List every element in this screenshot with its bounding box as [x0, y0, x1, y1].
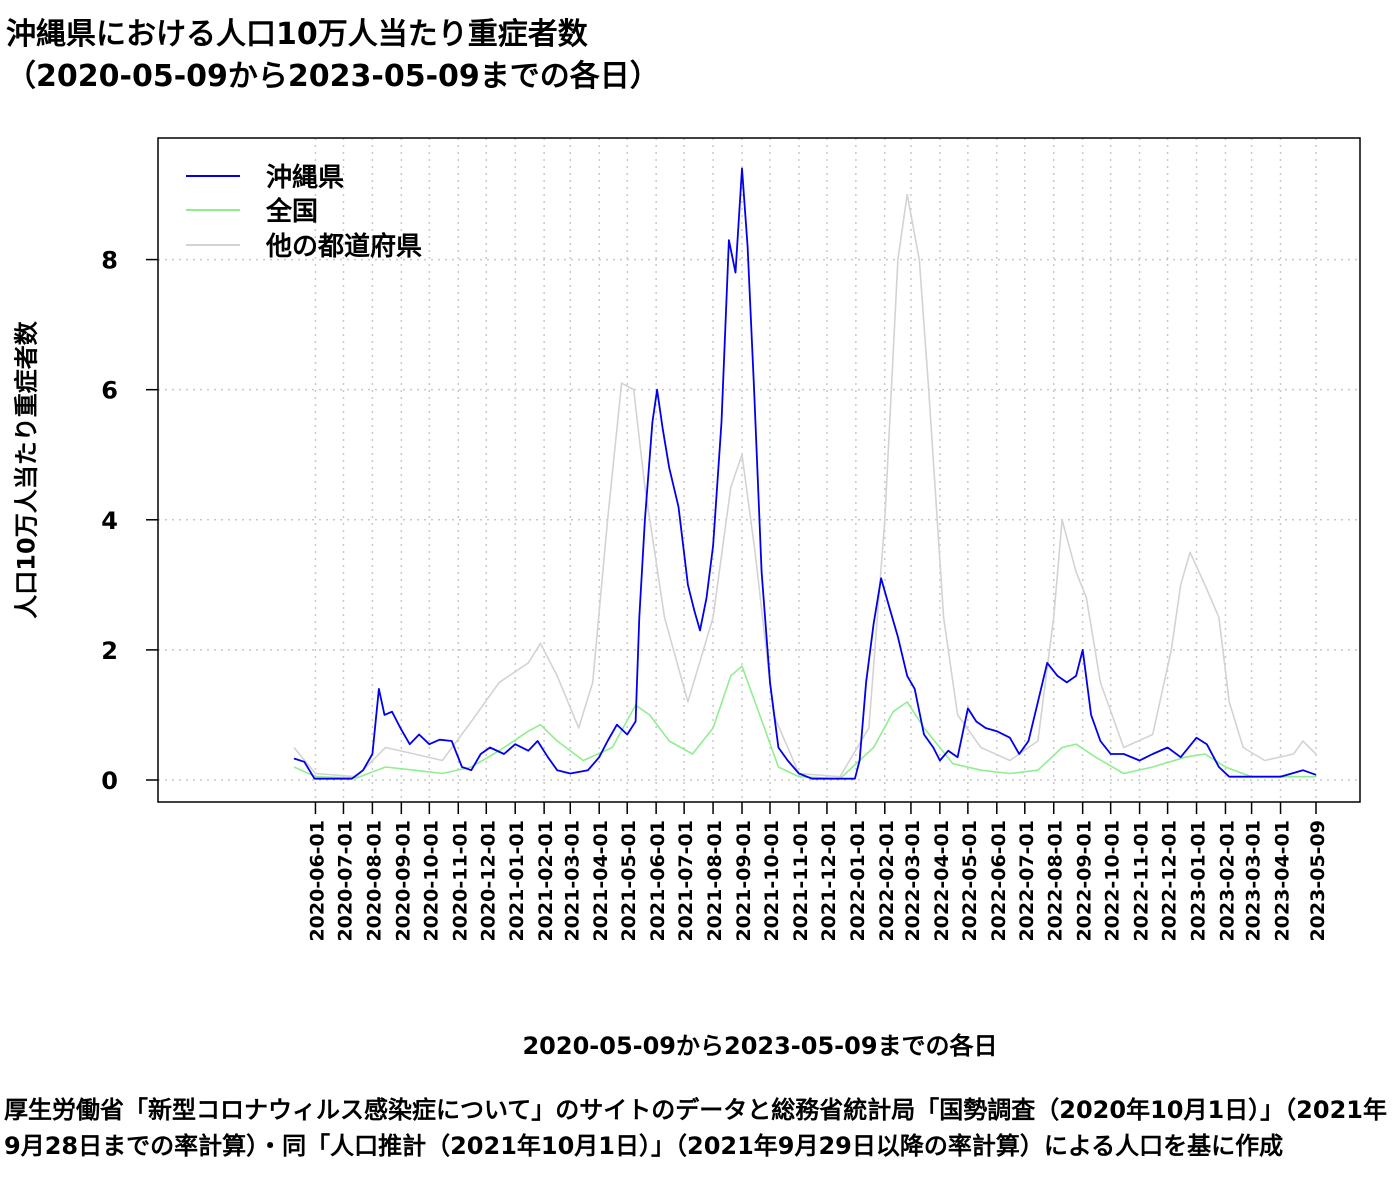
x-tick-label: 2020-11-01 — [449, 820, 471, 942]
x-tick-label: 2023-01-01 — [1188, 820, 1210, 942]
x-tick-label: 2022-01-01 — [847, 820, 869, 942]
plot-frame — [157, 137, 1361, 803]
x-tick-label: 2020-08-01 — [363, 820, 385, 942]
chart-svg: 2020-06-01 2020-07-01 2020-08-01 2020-09-01… — [101, 137, 1361, 942]
y-tick-label: 2 — [101, 637, 118, 665]
x-tick-label: 2021-09-01 — [733, 820, 755, 942]
series-line-okinawa — [293, 167, 1317, 780]
y-tick-label: 6 — [101, 377, 118, 405]
x-tick-label: 2023-04-01 — [1272, 820, 1294, 942]
x-tick-label: 2022-02-01 — [876, 820, 898, 942]
x-tick-label: 2022-06-01 — [988, 820, 1010, 942]
y-axis-label: 人口10万人当たり重症者数 — [12, 321, 41, 619]
x-tick-label: 2022-10-01 — [1102, 820, 1124, 942]
x-tick-label: 2022-12-01 — [1159, 820, 1181, 942]
x-tick-label: 2020-07-01 — [334, 820, 356, 942]
x-tick-label: 2022-03-01 — [902, 820, 924, 942]
x-tick-label: 2022-05-01 — [959, 820, 981, 942]
x-axis-label: 2020-05-09から2023-05-09までの各日 — [522, 1032, 998, 1060]
chart-title: 沖縄県における人口10万人当たり重症者数 （2020-05-09から2023-0… — [6, 14, 660, 98]
x-tick-label: 2021-01-01 — [506, 820, 528, 942]
x-tick-label: 2021-04-01 — [590, 820, 612, 942]
x-tick-label: 2021-02-01 — [535, 820, 557, 942]
legend-label: 全国 — [265, 196, 318, 227]
source-caption: 厚生労働省「新型コロナウィルス感染症について」のサイトのデータと総務省統計局「国… — [4, 1096, 1387, 1160]
x-tick-label: 2021-05-01 — [618, 820, 640, 942]
chart-title-line2: （2020-05-09から2023-05-09までの各日） — [6, 59, 660, 94]
x-tick-label: 2021-08-01 — [704, 820, 726, 942]
series-line-other-prefectures — [293, 193, 1317, 778]
x-tick-label: 2020-12-01 — [477, 820, 499, 942]
x-tick-label: 2022-11-01 — [1131, 820, 1153, 942]
x-tick-label: 2022-08-01 — [1045, 820, 1067, 942]
legend-label: 他の都道府県 — [265, 231, 422, 262]
x-tick-label: 2020-06-01 — [306, 820, 328, 942]
x-tick-label: 2022-04-01 — [931, 820, 953, 942]
legend-label: 沖縄県 — [266, 163, 344, 193]
x-tick-label: 2023-05-09 — [1307, 820, 1329, 942]
series-line-national — [293, 665, 1316, 780]
x-tick-label: 2021-07-01 — [675, 820, 697, 942]
x-tick-label: 2022-09-01 — [1074, 820, 1096, 942]
x-tick-label: 2021-06-01 — [647, 820, 669, 942]
y-tick-label: 4 — [101, 507, 118, 535]
y-tick-label: 8 — [101, 247, 118, 275]
x-tick-label: 2020-10-01 — [420, 820, 442, 942]
x-tick-label: 2021-11-01 — [790, 820, 812, 942]
y-tick-label: 0 — [101, 767, 118, 795]
x-tick-label: 2023-03-01 — [1243, 820, 1265, 942]
x-tick-label: 2021-03-01 — [561, 820, 583, 942]
x-tick-label: 2020-09-01 — [392, 820, 414, 942]
x-tick-label: 2021-12-01 — [818, 820, 840, 942]
chart-title-line1: 沖縄県における人口10万人当たり重症者数 — [6, 17, 588, 52]
x-tick-label: 2022-07-01 — [1016, 820, 1038, 942]
x-tick-label: 2023-02-01 — [1216, 820, 1238, 942]
x-tick-label: 2021-10-01 — [761, 820, 783, 942]
